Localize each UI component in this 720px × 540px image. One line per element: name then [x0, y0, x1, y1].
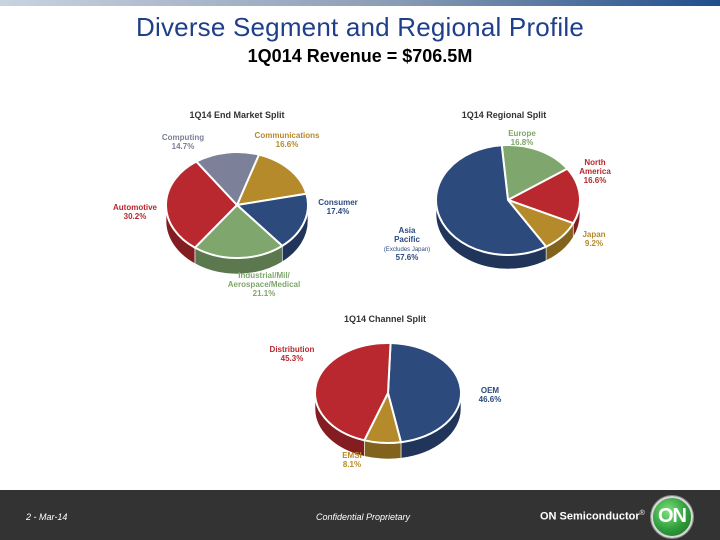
footer-bar: 2 - Mar-14 Confidential Proprietary ON S… — [0, 490, 720, 540]
footer-date: 2 - Mar-14 — [26, 512, 68, 522]
slice-value-europe: 16.8% — [511, 138, 534, 147]
on-logo-icon: ON — [651, 496, 693, 538]
channel-chart-title: 1Q14 Channel Split — [344, 314, 426, 324]
slice-label-computing: Computing — [162, 133, 204, 142]
slice-label-europe: Europe — [508, 129, 536, 138]
slice-value-communications: 16.6% — [276, 140, 299, 149]
end-market-chart: 1Q14 End Market Split Communications16.6… — [113, 110, 358, 298]
slice-value-consumer: 17.4% — [327, 207, 350, 216]
slice-value-industrial-mil-aerospace-medical: 21.1% — [253, 289, 276, 298]
slice-label-asia-pacific-0: Asia — [399, 226, 416, 235]
slice-value-distribution: 45.3% — [281, 354, 304, 363]
pie-slice-industrial-mil-aerospace-medical — [193, 203, 284, 259]
slice-label-oem: OEM — [481, 386, 500, 395]
pie-slice-asia-pacific — [435, 144, 548, 256]
slice-sublabel-asia-pacific: (Excludes Japan) — [384, 247, 430, 253]
slice-label-communications: Communications — [255, 131, 320, 140]
slice-value-computing: 14.7% — [172, 142, 195, 151]
pie-slice-europe — [500, 144, 569, 202]
pie-slice-consumer — [234, 192, 309, 248]
regional-chart-title: 1Q14 Regional Split — [462, 110, 547, 120]
slice-value-automotive: 30.2% — [124, 212, 147, 221]
pie-slice-distribution — [313, 342, 392, 442]
slice-label-industrial-mil-aerospace-medical-1: Aerospace/Medical — [228, 280, 300, 289]
top-accent-bar — [0, 0, 720, 6]
on-logo-text: ON — [658, 505, 687, 527]
slice-value-north-america: 16.6% — [584, 176, 607, 185]
slice-label-japan: Japan — [582, 230, 605, 239]
pie-slice-automotive — [165, 160, 239, 249]
pie-slice-computing — [194, 151, 261, 207]
end-market-chart-title: 1Q14 End Market Split — [189, 110, 284, 120]
slice-label-emsi: EMSI — [342, 451, 362, 460]
pie-slice-north-america — [505, 167, 581, 225]
slice-label-industrial-mil-aerospace-medical-0: Industrial/Mil/ — [238, 271, 290, 280]
slice-label-asia-pacific-1: Pacific — [394, 235, 420, 244]
slice-label-distribution: Distribution — [270, 345, 315, 354]
footer-confidential: Confidential Proprietary — [316, 512, 411, 522]
pie-slice-oem — [386, 342, 462, 444]
footer-brand-name: ON Semiconductor — [540, 510, 640, 523]
slice-label-north-america-0: North — [584, 158, 605, 167]
footer-brand-mark: ® — [639, 510, 645, 517]
slice-value-asia-pacific: 57.6% — [396, 253, 419, 262]
slice-label-north-america-1: America — [579, 167, 611, 176]
slice-value-emsi: 8.1% — [343, 460, 361, 469]
slice-value-oem: 46.6% — [479, 395, 502, 404]
footer-brand: ON Semiconductor® — [540, 510, 645, 523]
slice-label-consumer: Consumer — [318, 198, 358, 207]
slice-label-automotive: Automotive — [113, 203, 158, 212]
slide-subtitle: 1Q014 Revenue = $706.5M — [247, 46, 473, 66]
slide-title: Diverse Segment and Regional Profile — [136, 12, 584, 42]
slice-value-japan: 9.2% — [585, 239, 603, 248]
